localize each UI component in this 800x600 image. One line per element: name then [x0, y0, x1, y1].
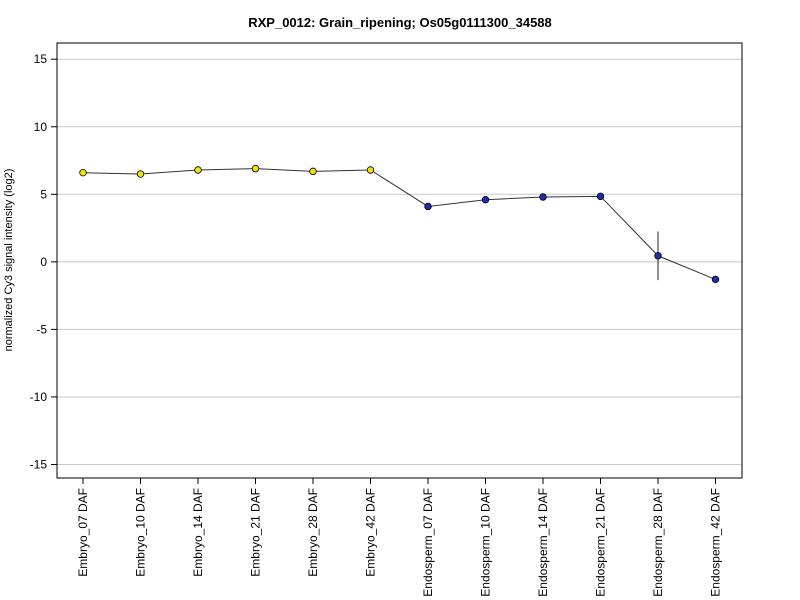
grid-layer [57, 58, 742, 465]
y-tick-label: -10 [30, 390, 48, 404]
data-point [251, 164, 260, 173]
data-point [424, 202, 432, 211]
data-point [79, 168, 87, 177]
y-tick-label: 0 [40, 255, 47, 269]
series-line [82, 168, 716, 280]
plot-frame [56, 42, 743, 479]
x-tick-label: Embryo_14 DAF [191, 488, 205, 577]
x-tick-label: Embryo_21 DAF [249, 488, 263, 577]
x-tick-label: Embryo_10 DAF [134, 488, 148, 577]
data-point [654, 252, 662, 260]
y-tick-label: -15 [30, 457, 48, 471]
y-tick-label: 10 [34, 120, 48, 134]
data-point [596, 192, 605, 201]
data-point [711, 275, 720, 284]
series-layer [79, 164, 720, 284]
y-tick-label: 15 [34, 52, 48, 66]
data-point [366, 166, 375, 174]
data-point [136, 170, 145, 178]
x-tick-label: Embryo_07 DAF [76, 488, 90, 577]
x-tick-label: Embryo_42 DAF [364, 488, 378, 577]
x-tick-label: Endosperm_14 DAF [536, 488, 550, 597]
y-tick-label: -5 [36, 322, 47, 336]
x-tick-label: Endosperm_07 DAF [421, 488, 435, 597]
data-point [309, 167, 317, 176]
y-axis-label: normalized Cy3 signal intensity (log2) [3, 169, 15, 352]
y-tick-label: 5 [40, 187, 47, 201]
x-tick-label: Embryo_28 DAF [306, 488, 320, 577]
x-tick-label: Endosperm_21 DAF [594, 488, 608, 597]
x-tick-label: Endosperm_42 DAF [709, 488, 723, 597]
data-point [481, 196, 490, 204]
chart-title: RXP_0012: Grain_ripening; Os05g0111300_3… [248, 15, 552, 30]
axis-layer: -15 -10 -5 0 5 10 15 Embryo_07 DAF Embryo_10 DAF… [30, 42, 743, 597]
x-tick-label: Endosperm_10 DAF [479, 488, 493, 597]
data-point [194, 166, 202, 174]
x-tick-label: Endosperm_28 DAF [651, 488, 665, 597]
data-point [539, 193, 547, 201]
